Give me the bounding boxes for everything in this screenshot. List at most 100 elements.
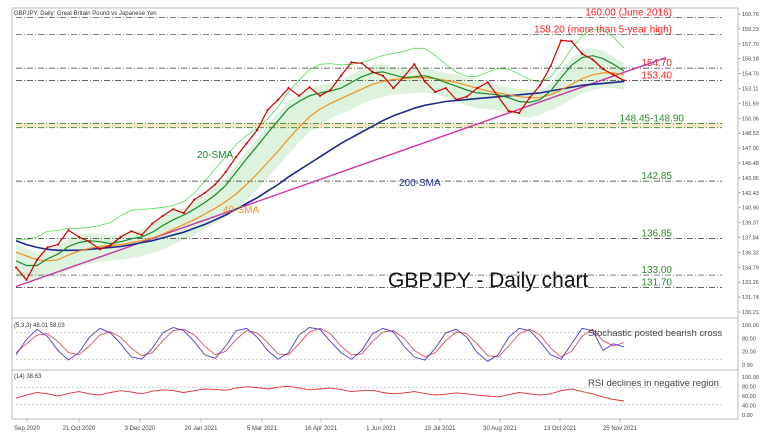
stochastic-annotation: Stochastic posted bearish cross: [588, 328, 722, 339]
price-tick-label: 145.48: [742, 161, 759, 167]
price-point: [570, 40, 573, 43]
stochastic-tick-label: 80.00: [742, 336, 756, 342]
level-label: 136.85: [641, 228, 672, 239]
price-tick-label: 131.74: [742, 295, 759, 301]
price-tick-label: 148.53: [742, 131, 759, 137]
price-point: [402, 75, 405, 78]
price-point: [109, 244, 112, 247]
stochastic-pane: 100.00 80.00 20.00 0.00: [15, 323, 759, 369]
level-label: 158.20 (more than 5-year high): [534, 25, 672, 36]
chart-title: GBPJPY - Daily chart: [388, 269, 589, 292]
level-label: 133.00: [641, 265, 672, 276]
price-tick-label: 160.76: [742, 12, 759, 18]
price-point: [392, 87, 395, 90]
stochastic-tick-label: 0.00: [742, 363, 753, 369]
stochastic-d-line: [15, 327, 625, 358]
rsi-tick-label: 40.00: [742, 404, 756, 410]
price-point: [203, 191, 206, 195]
rsi-tick-label: 100.00: [742, 375, 759, 381]
price-point: [560, 39, 563, 42]
level-label: 153.40: [641, 70, 672, 81]
price-point: [256, 128, 259, 132]
sma40-line: [15, 72, 625, 262]
price-point: [423, 80, 426, 83]
price-tick-label: 140.90: [742, 206, 759, 212]
price-point: [549, 65, 552, 68]
price-tick-label: 130.21: [742, 310, 759, 316]
price-tick-label: 151.59: [742, 101, 759, 107]
price-point: [130, 230, 133, 233]
price-tick-label: 142.43: [742, 191, 759, 197]
ascending-trendline: [15, 56, 667, 288]
price-point: [371, 70, 374, 74]
price-series: [14, 39, 626, 281]
price-tick-label: 157.70: [742, 42, 759, 48]
price-point: [77, 235, 80, 239]
date-tick-label: 21 Oct 2020: [63, 426, 96, 432]
price-tick-label: 147.00: [742, 146, 759, 152]
price-point: [276, 98, 280, 101]
price-point: [14, 266, 18, 269]
price-point: [539, 84, 542, 87]
price-point: [518, 111, 521, 115]
price-point: [339, 74, 343, 77]
level-label: 154.70: [641, 58, 672, 69]
date-tick-label: 15 Jul 2021: [424, 426, 456, 432]
rsi-pane: 100.00 80.00 60.00 40.00 0.00: [15, 375, 759, 419]
price-tick-label: 143.95: [742, 176, 759, 182]
price-point: [245, 142, 248, 145]
date-tick-label: 25 Nov 2021: [603, 426, 638, 432]
date-axis-ticks: Sep 2020 21 Oct 2020 3 Dec 2020 20 Jan 2021…: [14, 419, 638, 432]
price-tick-label: 150.06: [742, 116, 759, 122]
rsi-line: [15, 385, 625, 402]
price-tick-label: 159.23: [742, 27, 759, 33]
price-tick-label: 133.26: [742, 280, 759, 286]
price-point: [214, 183, 217, 186]
price-point: [266, 108, 269, 112]
date-tick-label: 3 Dec 2020: [125, 426, 156, 432]
price-point: [140, 233, 143, 237]
price-point: [182, 211, 185, 215]
level-label: 131.70: [641, 277, 672, 288]
date-tick-label: 13 Oct 2021: [544, 426, 577, 432]
price-point: [224, 170, 227, 174]
price-point: [287, 87, 290, 90]
price-point: [413, 63, 416, 66]
price-tick-label: 154.70: [742, 72, 759, 78]
price-tick-label: 153.11: [742, 87, 758, 93]
price-point: [35, 258, 39, 261]
rsi-tick-label: 80.00: [742, 385, 756, 391]
price-point: [455, 98, 458, 101]
price-tick-label: 134.79: [742, 265, 759, 271]
price-point: [297, 94, 301, 97]
sma40-label: 40-SMA: [223, 205, 259, 216]
price-tick-label: 137.84: [742, 236, 759, 242]
sma20-label: 20-SMA: [197, 150, 233, 161]
price-point: [98, 248, 101, 251]
symbol-header: GBPJPY, Daily: Great Britain Pound vs Ja…: [14, 11, 157, 17]
price-tick-label: 139.37: [742, 221, 759, 227]
price-point: [381, 74, 384, 77]
price-point: [444, 87, 447, 90]
price-point: [56, 243, 60, 246]
date-tick-label: 16 Apr 2021: [305, 426, 338, 432]
price-point: [308, 86, 311, 89]
rsi-tick-label: 60.00: [742, 394, 756, 400]
level-label: 160.00 (June 2016): [585, 8, 672, 19]
price-point: [329, 88, 332, 92]
price-point: [601, 67, 605, 71]
price-point: [434, 90, 437, 94]
sma20-line: [15, 55, 625, 267]
rsi-tick-label: 0.00: [742, 413, 753, 419]
date-tick-label: 30 Aug 2021: [483, 426, 517, 432]
price-point: [591, 58, 594, 61]
price-point: [119, 235, 122, 239]
cloud-leading-span: [15, 28, 625, 241]
price-point: [486, 81, 489, 84]
price-point: [528, 96, 531, 99]
rsi-annotation: RSI declines in negative region: [588, 378, 719, 389]
rsi-header: (14) 38.63: [14, 374, 42, 380]
price-point: [193, 198, 196, 201]
